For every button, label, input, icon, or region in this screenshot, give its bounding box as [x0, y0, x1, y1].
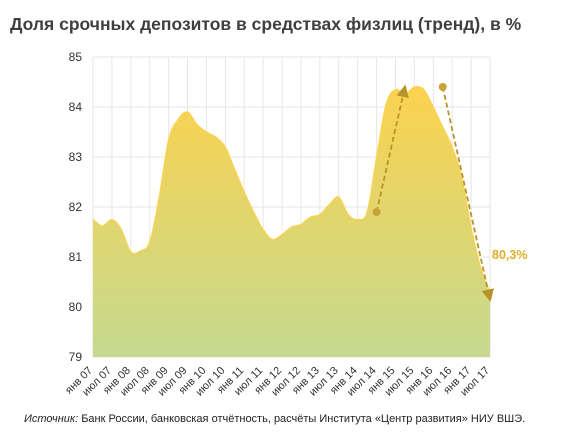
y-tick-label: 85	[69, 50, 83, 64]
y-tick-label: 82	[69, 200, 83, 214]
y-tick-label: 84	[69, 100, 83, 114]
source-note: Источник: Банк России, банковская отчётн…	[24, 413, 525, 425]
y-tick-label: 83	[69, 150, 83, 164]
area-series	[92, 85, 491, 357]
y-axis: 79 80 81 82 83 84 85	[69, 50, 83, 364]
chart-title: Доля срочных депозитов в средствах физли…	[10, 14, 522, 34]
area-fill	[93, 86, 490, 357]
source-label: Источник:	[24, 413, 79, 425]
source-text: Банк России, банковская отчётность, расч…	[78, 413, 526, 425]
value-label: 80,3%	[492, 248, 527, 262]
trend-marker	[438, 83, 447, 91]
y-tick-label: 79	[69, 350, 83, 364]
trend-marker	[372, 208, 381, 216]
trend-arrow	[375, 84, 409, 213]
y-tick-label: 81	[69, 250, 83, 264]
series-line	[92, 85, 491, 293]
trend-arrow	[441, 86, 494, 302]
y-tick-label: 80	[69, 300, 83, 314]
annotations: 80,3%	[372, 83, 527, 302]
